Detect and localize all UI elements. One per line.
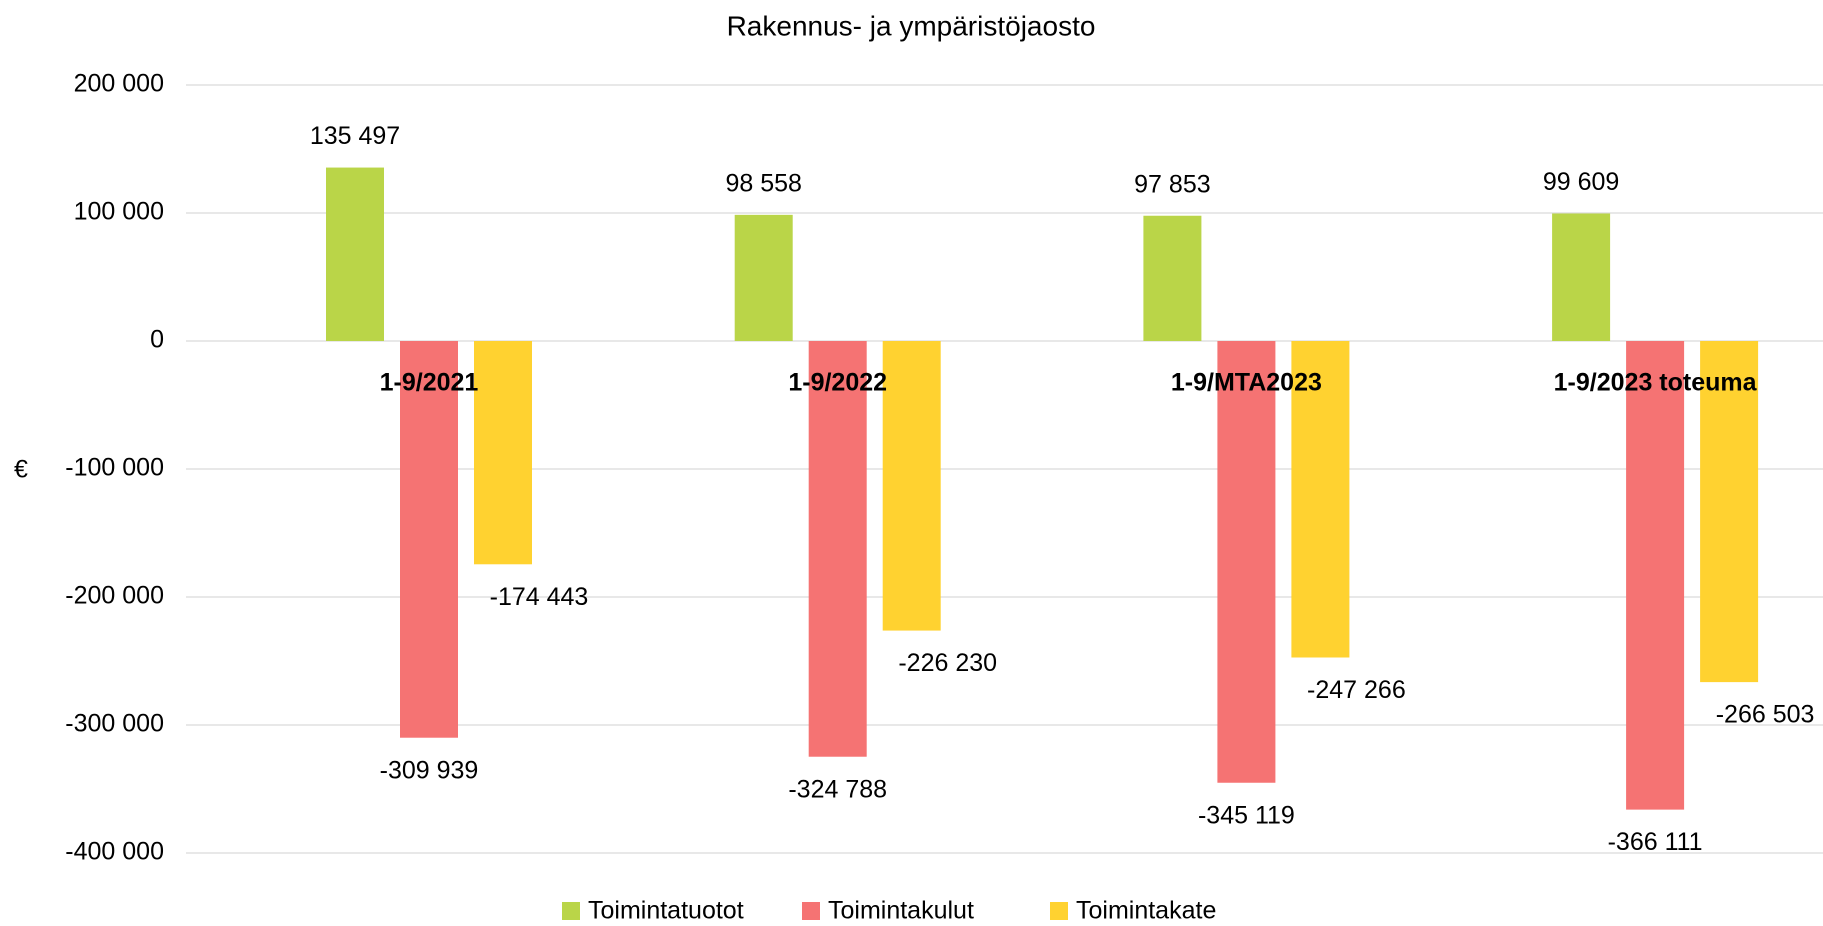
bar xyxy=(808,341,867,757)
bar xyxy=(1552,213,1611,341)
legend-swatch xyxy=(802,902,820,920)
legend-swatch xyxy=(1050,902,1068,920)
bar xyxy=(1626,341,1685,810)
y-tick-label: 200 000 xyxy=(74,70,164,98)
y-tick-label: 0 xyxy=(150,326,164,354)
x-tick-label: 1-9/2021 xyxy=(380,369,479,397)
data-label: -366 111 xyxy=(1608,828,1703,856)
data-label: -174 443 xyxy=(490,583,589,611)
data-label: -266 503 xyxy=(1716,701,1815,729)
data-label: -324 788 xyxy=(788,775,887,803)
data-label: 98 558 xyxy=(725,169,801,197)
legend-swatch xyxy=(562,902,580,920)
bar xyxy=(1700,341,1759,683)
y-tick-label: -400 000 xyxy=(65,838,164,866)
data-label: 135 497 xyxy=(310,122,400,150)
legend-label: Toimintatuotot xyxy=(588,897,744,925)
y-axis-label: € xyxy=(14,456,28,484)
legend-label: Toimintakate xyxy=(1076,897,1216,925)
x-tick-label: 1-9/2022 xyxy=(788,369,887,397)
y-tick-label: -200 000 xyxy=(65,582,164,610)
data-label: -226 230 xyxy=(898,649,997,677)
bar xyxy=(1217,341,1276,783)
bar xyxy=(1143,215,1202,341)
data-label: 99 609 xyxy=(1543,168,1619,196)
bar xyxy=(400,341,458,738)
data-label: -345 119 xyxy=(1198,801,1295,829)
y-tick-label: -300 000 xyxy=(65,710,164,738)
y-tick-label: 100 000 xyxy=(74,198,164,226)
data-label: -247 266 xyxy=(1307,676,1406,704)
bar xyxy=(326,167,384,341)
data-label: -309 939 xyxy=(380,756,479,784)
grid xyxy=(186,84,1823,854)
bar xyxy=(474,341,532,565)
data-label: 97 853 xyxy=(1134,170,1210,198)
legend-label: Toimintakulut xyxy=(828,897,974,925)
bar xyxy=(734,214,793,341)
x-tick-label: 1-9/MTA2023 xyxy=(1171,369,1322,397)
x-tick-label: 1-9/2023 toteuma xyxy=(1554,369,1758,397)
bar xyxy=(882,341,941,631)
bar xyxy=(1291,341,1350,658)
y-tick-label: -100 000 xyxy=(65,454,164,482)
chart-title: Rakennus- ja ympäristöjaosto xyxy=(727,10,1096,41)
